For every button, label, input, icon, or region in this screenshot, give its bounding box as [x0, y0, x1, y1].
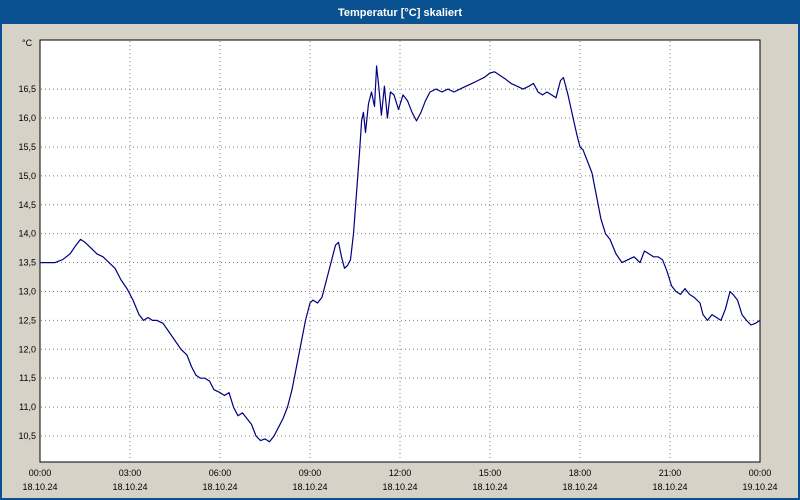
y-tick-label: 13,5	[18, 258, 36, 268]
x-tick-time-label: 12:00	[389, 468, 412, 478]
x-tick-date-label: 18.10.24	[22, 482, 57, 492]
y-tick-label: 12,5	[18, 315, 36, 325]
x-tick-time-label: 15:00	[479, 468, 502, 478]
y-tick-label: 15,5	[18, 142, 36, 152]
y-tick-label: 14,5	[18, 200, 36, 210]
x-tick-date-label: 18.10.24	[472, 482, 507, 492]
x-tick-date-label: 19.10.24	[742, 482, 777, 492]
x-tick-date-label: 18.10.24	[292, 482, 327, 492]
x-tick-time-label: 18:00	[569, 468, 592, 478]
x-tick-date-label: 18.10.24	[562, 482, 597, 492]
x-tick-time-label: 00:00	[29, 468, 52, 478]
y-tick-label: 11,5	[19, 373, 36, 383]
y-tick-label: 10,5	[18, 431, 36, 441]
x-tick-date-label: 18.10.24	[652, 482, 687, 492]
x-tick-time-label: 03:00	[119, 468, 142, 478]
x-tick-date-label: 18.10.24	[202, 482, 237, 492]
window-titlebar: Temperatur [°C] skaliert	[2, 2, 798, 24]
temperature-line	[39, 65, 761, 443]
temperature-chart: 16,5 16,0 15,5 15,0 14,5 14,0 13,5 13,0 12,5 12,0…	[18, 38, 777, 492]
x-tick-time-label: 06:00	[209, 468, 232, 478]
y-tick-label: 11,0	[19, 402, 36, 412]
chart-area: 16,5 16,0 15,5 15,0 14,5 14,0 13,5 13,0 12,5 12,0…	[2, 24, 798, 498]
x-tick-date-label: 18.10.24	[382, 482, 417, 492]
x-tick-time-label: 09:00	[299, 468, 322, 478]
y-tick-label: 15,0	[18, 171, 36, 181]
x-tick-time-label: 21:00	[659, 468, 682, 478]
window-title: Temperatur [°C] skaliert	[337, 7, 462, 19]
y-tick-label: 16,5	[18, 84, 36, 94]
y-tick-label: 14,0	[18, 229, 36, 239]
plot-area	[39, 39, 761, 463]
x-tick-date-label: 18.10.24	[112, 482, 147, 492]
x-tick-time-label: 00:00	[749, 468, 772, 478]
y-axis-unit-label: °C	[22, 38, 33, 48]
y-tick-label: 16,0	[18, 113, 36, 123]
axis-tick-labels: 16,5 16,0 15,5 15,0 14,5 14,0 13,5 13,0 12,5 12,0…	[18, 84, 777, 492]
y-tick-label: 12,0	[18, 344, 36, 354]
y-tick-label: 13,0	[18, 286, 36, 296]
